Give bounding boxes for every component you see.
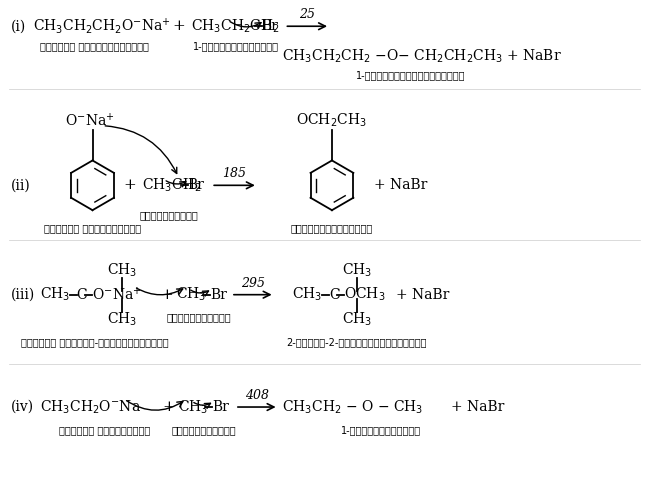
- Text: C: C: [77, 288, 87, 302]
- Text: ब्रोमोमेथेन: ब्रोमोमेथेन: [171, 425, 235, 435]
- Text: (iii): (iii): [10, 288, 35, 302]
- Text: 1-ब्रोमोप्रोपेन: 1-ब्रोमोप्रोपेन: [193, 41, 279, 51]
- Text: CH$_3$CH$_2$O$^{-}$Na: CH$_3$CH$_2$O$^{-}$Na: [40, 398, 141, 416]
- Text: Br: Br: [262, 19, 279, 33]
- Text: 1-प्रोपॉक्सीप्रोपेन: 1-प्रोपॉक्सीप्रोपेन: [356, 70, 466, 80]
- Text: CH$_3$CH$_2$CH$_2$: CH$_3$CH$_2$CH$_2$: [192, 18, 281, 35]
- Text: CH$_3$CH$_2$: CH$_3$CH$_2$: [142, 177, 201, 194]
- Text: (iv): (iv): [10, 400, 34, 414]
- Text: CH$_3$: CH$_3$: [40, 286, 70, 303]
- Text: O$^{-}$Na$^{+}$: O$^{-}$Na$^{+}$: [92, 286, 141, 303]
- Text: CH$_3$CH$_2$CH$_2$ $-$O$-$ CH$_2$CH$_2$CH$_3$ + NaBr: CH$_3$CH$_2$CH$_2$ $-$O$-$ CH$_2$CH$_2$C…: [283, 48, 562, 65]
- Text: + NaBr: + NaBr: [375, 178, 428, 192]
- Text: सोडियम एथॉक्साइड: सोडियम एथॉक्साइड: [59, 425, 150, 435]
- Text: + NaBr: + NaBr: [396, 288, 450, 302]
- Text: (i): (i): [10, 19, 26, 33]
- Text: सोडियम तृतीयक-ब्यूटॉक्साइड: सोडियम तृतीयक-ब्यूटॉक्साइड: [21, 337, 168, 348]
- Text: CH$_3$: CH$_3$: [107, 261, 137, 278]
- Text: ब्रोमोएथेन: ब्रोमोएथेन: [139, 210, 198, 220]
- Text: 408: 408: [244, 389, 269, 402]
- Text: सोडियम प्रोपॉक्साइड: सोडियम प्रोपॉक्साइड: [40, 41, 149, 51]
- Text: Br: Br: [210, 288, 227, 302]
- Text: CH$_3$: CH$_3$: [342, 261, 372, 278]
- Text: CH$_3$CH$_2$ $-$ O $-$ CH$_3$: CH$_3$CH$_2$ $-$ O $-$ CH$_3$: [283, 398, 424, 416]
- Text: 2-मेथिल-2-मेथॉक्सीप्रोपेन: 2-मेथिल-2-मेथॉक्सीप्रोपेन: [286, 337, 427, 348]
- Text: Br: Br: [212, 400, 229, 414]
- Text: CH$_3$: CH$_3$: [177, 398, 208, 416]
- Text: एथॉक्सीबेन्जीन: एथॉक्सीबेन्जीन: [291, 223, 373, 233]
- Text: CH$_3$: CH$_3$: [342, 311, 372, 328]
- Text: CH$_3$: CH$_3$: [175, 286, 206, 303]
- Text: +: +: [163, 400, 175, 414]
- Text: OCH$_2$CH$_3$: OCH$_2$CH$_3$: [297, 112, 368, 130]
- Text: C: C: [329, 288, 340, 302]
- Text: (ii): (ii): [10, 178, 30, 192]
- Text: CH$_3$: CH$_3$: [292, 286, 322, 303]
- Text: +: +: [161, 288, 173, 302]
- Text: +: +: [124, 178, 137, 192]
- Text: 185: 185: [223, 168, 246, 180]
- Text: सोडियम फीनॉक्साइड: सोडियम फीनॉक्साइड: [44, 223, 141, 233]
- Text: 1-मेथॉक्सीएथेन: 1-मेथॉक्सीएथेन: [341, 425, 421, 435]
- Text: ब्रोमोमेथेन: ब्रोमोमेथेन: [166, 312, 231, 323]
- Text: 25: 25: [299, 8, 315, 21]
- Text: CH$_3$: CH$_3$: [107, 311, 137, 328]
- Text: +: +: [172, 19, 185, 33]
- Text: OCH$_3$: OCH$_3$: [344, 286, 386, 303]
- Text: + NaBr: + NaBr: [451, 400, 504, 414]
- Text: O$^{-}$Na$^{+}$: O$^{-}$Na$^{+}$: [64, 112, 114, 129]
- Text: 295: 295: [241, 276, 265, 290]
- Text: CH$_3$CH$_2$CH$_2$O$^{-}$Na$^{+}$: CH$_3$CH$_2$CH$_2$O$^{-}$Na$^{+}$: [33, 16, 171, 36]
- Text: Br: Br: [188, 178, 204, 192]
